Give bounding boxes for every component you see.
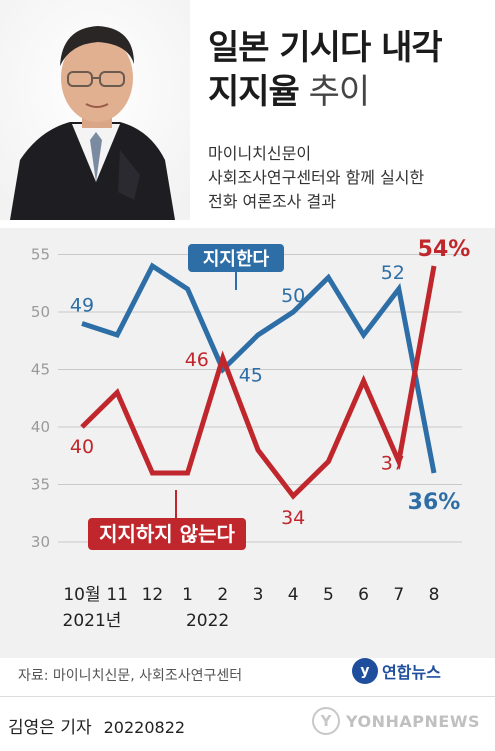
title-line-2: 지지율 추이 xyxy=(208,70,442,114)
x-tick-label: 1 xyxy=(182,585,193,605)
x-tick-label: 3 xyxy=(253,585,264,605)
x-tick-label: 8 xyxy=(429,585,440,605)
support-data-label: 36% xyxy=(408,490,461,515)
yonhap-logo: y 연합뉴스 xyxy=(352,658,441,684)
subtitle: 마이니치신문이 사회조사연구센터와 함께 실시한 전화 여론조사 결과 xyxy=(208,142,424,214)
yonhap-logo-icon: y xyxy=(352,658,378,684)
subtitle-line: 사회조사연구센터와 함께 실시한 xyxy=(208,168,425,187)
x-tick-label: 6 xyxy=(358,585,369,605)
x-tick-label: 2 xyxy=(217,585,228,605)
byline: 김영은 기자 20220822 xyxy=(8,713,185,738)
y-tick-label: 35 xyxy=(31,476,50,494)
oppose-legend-label: 지지하지 않는다 xyxy=(99,522,235,546)
title-bold: 지지율 xyxy=(208,72,300,112)
support-data-label: 52 xyxy=(381,262,405,284)
support-legend-label: 지지한다 xyxy=(203,249,270,270)
watermark-text: YONHAPNEWS xyxy=(346,711,480,731)
y-tick-label: 50 xyxy=(31,303,50,321)
support-legend-box xyxy=(188,244,284,272)
x-year-label: 2021년 xyxy=(63,611,122,631)
chart-panel: 30 35 40 45 50 55 10월 11 12 1 2 3 4 5 6 7 8 2021년 2022 49 45… xyxy=(0,228,495,658)
y-tick-label: 45 xyxy=(31,361,50,379)
footer: 김영은 기자 20220822 Y YONHAPNEWS xyxy=(0,696,495,751)
y-tick-label: 30 xyxy=(31,533,50,551)
x-tick-label: 4 xyxy=(288,585,299,605)
support-line xyxy=(81,262,437,474)
oppose-legend-box xyxy=(88,518,246,550)
oppose-data-label: 54% xyxy=(418,237,471,262)
support-data-label: 45 xyxy=(239,365,263,387)
title-line-1: 일본 기시다 내각 xyxy=(208,28,443,68)
portrait-photo xyxy=(0,0,190,220)
watermark: Y YONHAPNEWS xyxy=(312,707,480,735)
oppose-line xyxy=(80,265,437,500)
subtitle-line: 마이니치신문이 xyxy=(208,144,312,163)
header-area: 일본 기시다 내각 지지율 추이 마이니치신문이 사회조사연구센터와 함께 실시… xyxy=(0,0,495,228)
publish-date: 20220822 xyxy=(103,718,186,737)
source-note: 자료: 마이니치신문, 사회조사연구센터 xyxy=(18,668,243,684)
support-data-label: 50 xyxy=(281,285,305,307)
x-tick-label: 7 xyxy=(393,585,404,605)
oppose-data-label: 46 xyxy=(185,349,209,371)
title-light: 추이 xyxy=(298,72,371,112)
support-data-label: 49 xyxy=(70,295,94,317)
x-tick-label: 11 xyxy=(106,585,128,605)
oppose-data-label: 40 xyxy=(70,436,94,458)
page-title: 일본 기시다 내각 지지율 추이 xyxy=(208,26,443,114)
reporter-name: 김영은 기자 xyxy=(8,718,92,738)
watermark-icon: Y xyxy=(312,707,340,735)
yonhap-logo-text: 연합뉴스 xyxy=(382,663,441,682)
oppose-data-label: 37 xyxy=(381,453,405,475)
oppose-data-label: 34 xyxy=(281,507,305,529)
x-tick-label: 10월 xyxy=(63,585,100,605)
x-tick-label: 12 xyxy=(142,585,164,605)
x-year-label: 2022 xyxy=(186,611,229,631)
y-tick-label: 40 xyxy=(31,418,50,436)
x-tick-label: 5 xyxy=(323,585,334,605)
y-tick-label: 55 xyxy=(31,246,50,264)
subtitle-line: 전화 여론조사 결과 xyxy=(208,192,336,211)
